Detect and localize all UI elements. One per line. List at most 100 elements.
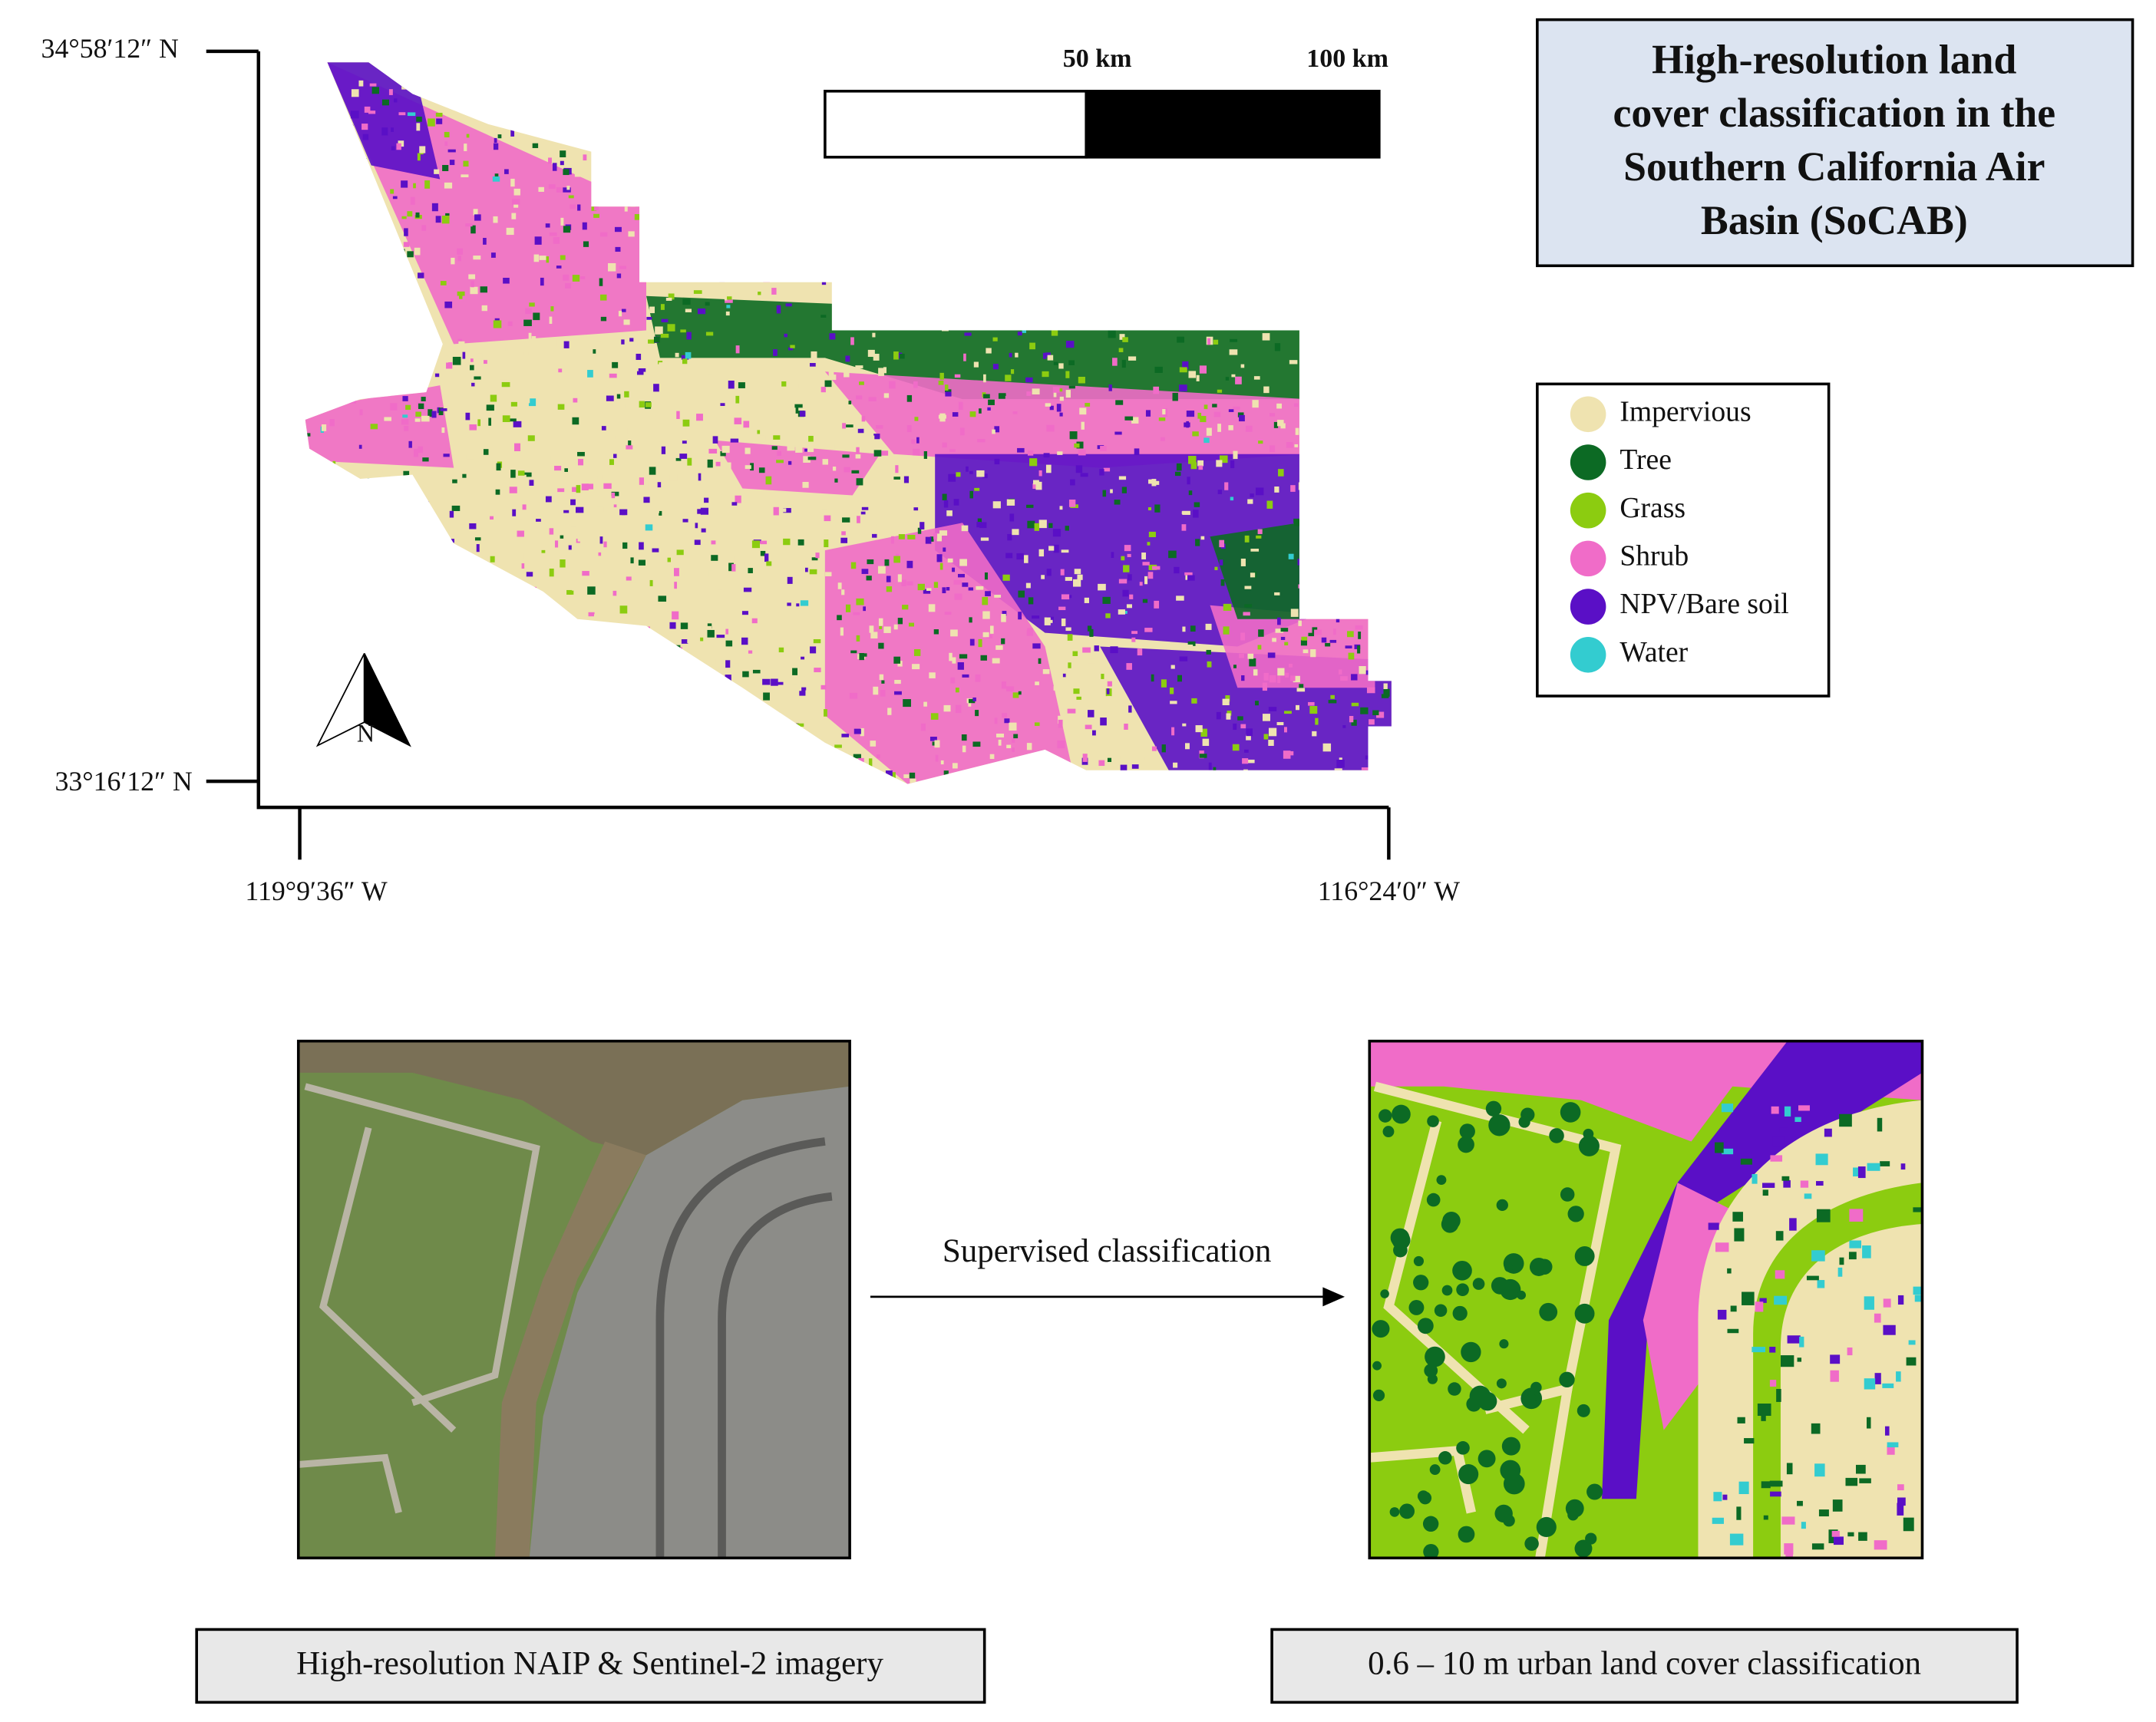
cover-speckle <box>897 618 903 625</box>
cover-speckle <box>735 395 740 404</box>
class-patch <box>1887 1442 1899 1448</box>
cover-speckle <box>466 134 470 138</box>
cover-speckle <box>932 245 937 249</box>
class-patch <box>1769 1380 1777 1387</box>
cover-speckle <box>959 654 968 659</box>
cover-speckle <box>1351 719 1357 726</box>
cover-speckle <box>327 506 332 513</box>
cover-speckle <box>447 104 452 108</box>
cover-speckle <box>1061 594 1070 600</box>
cover-speckle <box>1301 636 1308 641</box>
cover-speckle <box>398 671 406 676</box>
cover-speckle <box>352 256 358 261</box>
cover-speckle <box>850 562 857 569</box>
cover-speckle <box>1222 220 1226 226</box>
cover-speckle <box>951 210 956 216</box>
cover-speckle <box>1005 374 1012 381</box>
cover-speckle <box>1188 490 1193 496</box>
cover-speckle <box>588 790 596 799</box>
cover-speckle <box>1144 628 1153 632</box>
cover-speckle <box>906 394 913 402</box>
cover-speckle <box>355 631 359 638</box>
cover-speckle <box>402 396 408 401</box>
cover-speckle <box>463 160 469 167</box>
cover-speckle <box>472 632 477 637</box>
cover-speckle <box>528 771 533 777</box>
cover-speckle <box>635 144 641 150</box>
cover-speckle <box>1076 696 1081 700</box>
cover-speckle <box>482 589 490 597</box>
legend-label: Shrub <box>1619 540 1689 572</box>
cover-speckle <box>913 256 918 264</box>
cover-speckle <box>510 470 516 478</box>
cover-speckle <box>548 157 552 164</box>
cover-speckle <box>1377 406 1383 414</box>
cover-speckle <box>879 625 883 629</box>
cover-speckle <box>870 741 877 747</box>
cover-speckle <box>400 785 406 788</box>
cover-speckle <box>645 402 652 407</box>
cover-speckle <box>898 534 905 539</box>
cover-speckle <box>556 642 563 645</box>
cover-speckle <box>741 708 746 714</box>
cover-speckle <box>1042 371 1049 378</box>
cover-speckle <box>1250 572 1256 578</box>
cover-speckle <box>1066 774 1071 783</box>
cover-speckle <box>962 674 969 678</box>
cover-speckle <box>1339 531 1348 538</box>
cover-speckle <box>526 572 533 577</box>
class-tree <box>1518 1116 1530 1128</box>
cover-speckle <box>648 212 652 216</box>
cover-speckle <box>932 741 936 746</box>
cover-speckle <box>606 165 614 172</box>
cover-speckle <box>502 415 510 423</box>
cover-speckle <box>776 305 781 314</box>
cover-speckle <box>763 117 768 123</box>
cover-speckle <box>1284 642 1289 646</box>
cover-speckle <box>704 111 709 116</box>
cover-speckle <box>936 191 943 196</box>
cover-speckle <box>695 211 699 215</box>
class-tree <box>1438 1451 1452 1465</box>
cover-speckle <box>1068 595 1072 599</box>
cover-speckle <box>414 610 421 617</box>
cover-speckle <box>497 134 502 139</box>
cover-speckle <box>903 774 910 778</box>
cover-speckle <box>1229 82 1237 88</box>
cover-speckle <box>591 608 597 612</box>
cover-speckle <box>884 226 893 230</box>
cover-speckle <box>803 249 809 257</box>
cover-speckle <box>917 583 925 591</box>
cover-speckle <box>1203 86 1209 90</box>
cover-speckle <box>336 155 340 159</box>
cover-speckle <box>332 613 338 619</box>
cover-speckle <box>846 424 853 427</box>
cover-speckle <box>757 430 761 434</box>
cover-speckle <box>1031 80 1037 84</box>
cover-speckle <box>615 192 619 198</box>
cover-speckle <box>1179 384 1187 392</box>
cover-speckle <box>452 513 460 517</box>
cover-speckle <box>1170 665 1175 669</box>
cover-speckle <box>1108 715 1112 720</box>
cover-speckle <box>1298 584 1306 589</box>
cover-speckle <box>794 404 803 408</box>
cover-speckle <box>1030 777 1034 781</box>
cover-speckle <box>782 292 786 299</box>
cover-speckle <box>900 354 905 359</box>
class-patch <box>1847 1348 1853 1356</box>
cover-speckle <box>611 356 619 365</box>
cover-speckle <box>404 655 409 663</box>
cover-speckle <box>976 522 981 528</box>
cover-speckle <box>929 737 937 741</box>
cover-speckle <box>577 459 584 466</box>
cover-speckle <box>1342 391 1349 395</box>
class-patch <box>1853 1167 1863 1177</box>
cover-speckle <box>321 480 328 488</box>
cover-speckle <box>299 457 302 463</box>
cover-speckle <box>533 599 542 605</box>
cover-speckle <box>1323 487 1332 495</box>
cover-speckle <box>1327 475 1332 480</box>
cover-speckle <box>1276 403 1282 409</box>
cover-speckle <box>1233 775 1241 783</box>
